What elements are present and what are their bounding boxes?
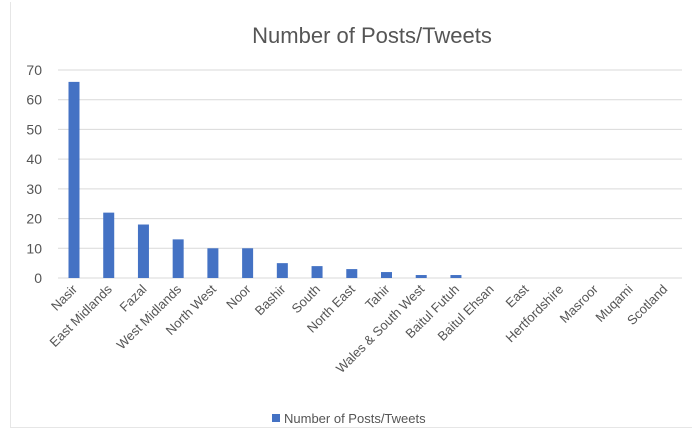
y-tick-label: 20: [26, 211, 42, 227]
bar-bashir: [276, 263, 288, 278]
legend-label: Number of Posts/Tweets: [284, 411, 426, 426]
chart-frame: [10, 2, 692, 428]
bar-east-midlands: [103, 212, 115, 278]
bar-south: [311, 266, 323, 278]
y-tick-label: 70: [26, 62, 42, 78]
bar-north-east: [346, 269, 358, 278]
bars: [68, 81, 462, 278]
bar-noor: [242, 248, 254, 278]
x-tick-label: Tahir: [362, 281, 393, 312]
x-tick-label: Noor: [223, 281, 254, 312]
y-axis-ticks: 0 10 20 30 40 50 60 70: [26, 62, 42, 286]
legend-swatch: [272, 414, 280, 422]
grid: [58, 69, 682, 279]
bar-north-west: [207, 248, 219, 278]
y-tick-label: 10: [26, 240, 42, 256]
chart-title: Number of Posts/Tweets: [252, 23, 492, 48]
legend: Number of Posts/Tweets: [272, 411, 426, 426]
bar-fazal: [137, 224, 149, 278]
bar-tahir: [381, 272, 392, 278]
y-tick-label: 30: [26, 181, 42, 197]
bar-baitul-futuh: [450, 275, 462, 278]
x-tick-label: East Midlands: [46, 281, 115, 350]
bar-wales-south-west: [415, 275, 427, 278]
x-tick-label: East: [503, 281, 532, 310]
bar-nasir: [68, 81, 80, 278]
bar-west-midlands: [172, 239, 184, 278]
y-tick-label: 0: [34, 270, 42, 286]
x-tick-label: Masroor: [557, 281, 602, 326]
y-tick-label: 40: [26, 151, 42, 167]
x-tick-label: Bashir: [252, 281, 289, 318]
y-tick-label: 50: [26, 121, 42, 137]
y-tick-label: 60: [26, 92, 42, 108]
